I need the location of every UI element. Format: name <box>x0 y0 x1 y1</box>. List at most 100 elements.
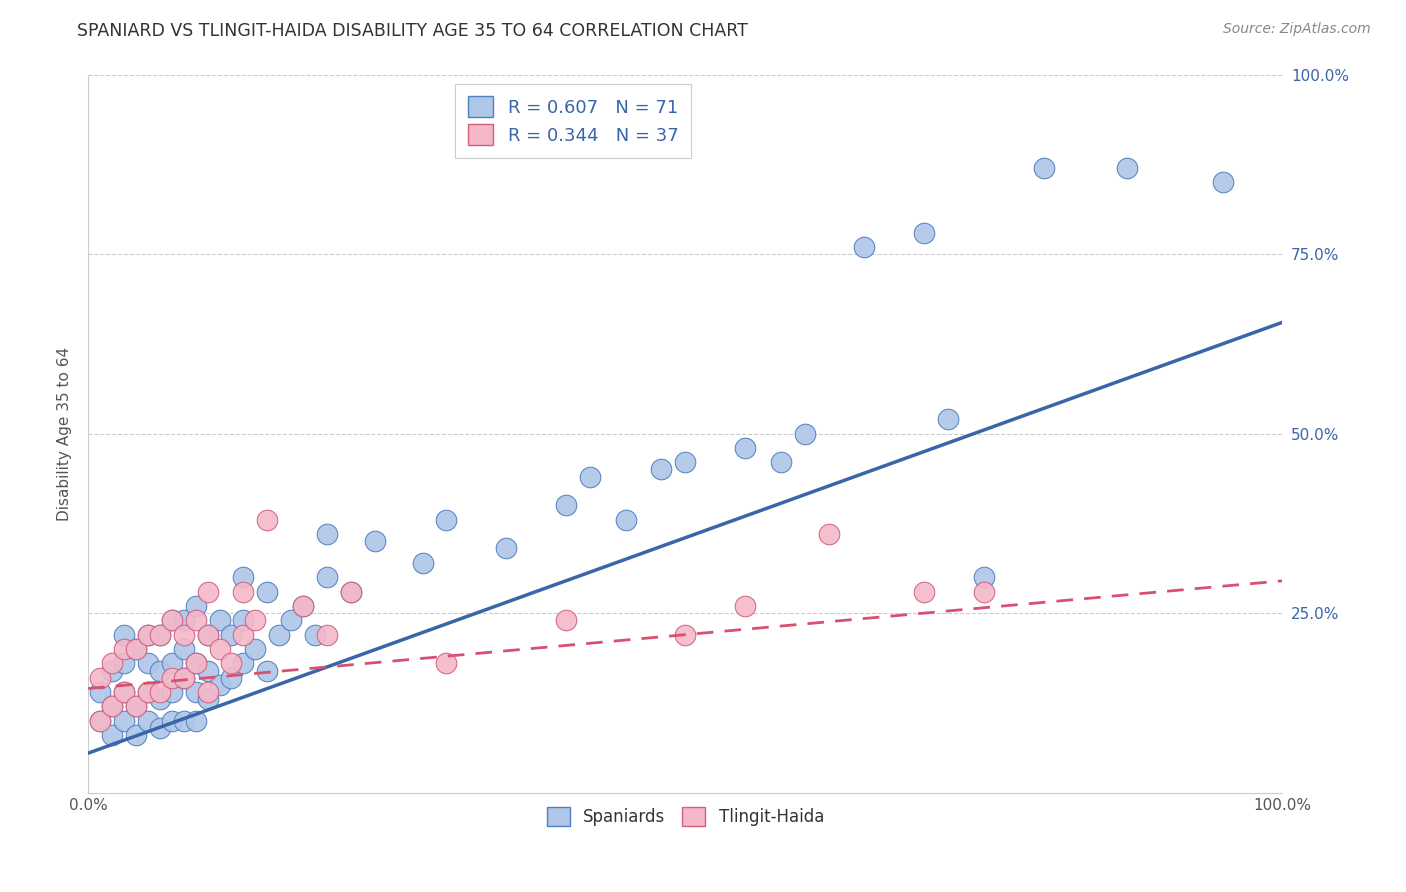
Point <box>184 613 207 627</box>
Point <box>136 685 159 699</box>
Point <box>136 657 159 671</box>
Point <box>554 613 576 627</box>
Point <box>149 692 172 706</box>
Point <box>292 599 315 613</box>
Point <box>208 678 231 692</box>
Point <box>614 513 637 527</box>
Point <box>125 728 148 742</box>
Point <box>364 534 387 549</box>
Point <box>936 412 959 426</box>
Point <box>340 584 363 599</box>
Point <box>316 527 339 541</box>
Point <box>197 584 219 599</box>
Point <box>89 714 111 728</box>
Point <box>125 642 148 657</box>
Point <box>89 685 111 699</box>
Point <box>1116 161 1139 175</box>
Point <box>232 628 254 642</box>
Point <box>245 613 267 627</box>
Point <box>101 657 124 671</box>
Point <box>136 685 159 699</box>
Point <box>269 628 291 642</box>
Point <box>316 628 339 642</box>
Point <box>184 657 207 671</box>
Point <box>173 714 195 728</box>
Point <box>304 628 326 642</box>
Point <box>221 657 243 671</box>
Point <box>160 671 183 685</box>
Point <box>101 728 124 742</box>
Point <box>149 628 172 642</box>
Point <box>173 671 195 685</box>
Point <box>650 462 672 476</box>
Point <box>184 714 207 728</box>
Text: Source: ZipAtlas.com: Source: ZipAtlas.com <box>1223 22 1371 37</box>
Point <box>734 441 756 455</box>
Point <box>197 628 219 642</box>
Point <box>184 657 207 671</box>
Point <box>221 628 243 642</box>
Point <box>149 685 172 699</box>
Point <box>125 699 148 714</box>
Point <box>89 671 111 685</box>
Point <box>112 685 135 699</box>
Point <box>734 599 756 613</box>
Point <box>112 714 135 728</box>
Point <box>1212 175 1234 189</box>
Point <box>769 455 792 469</box>
Point <box>793 426 815 441</box>
Point <box>973 570 995 584</box>
Point <box>160 613 183 627</box>
Point <box>149 664 172 678</box>
Point <box>256 513 278 527</box>
Point <box>136 714 159 728</box>
Point <box>340 584 363 599</box>
Point <box>232 570 254 584</box>
Point <box>578 469 600 483</box>
Point <box>495 541 517 556</box>
Point <box>436 657 458 671</box>
Point <box>554 499 576 513</box>
Point <box>208 642 231 657</box>
Point <box>125 699 148 714</box>
Legend: Spaniards, Tlingit-Haida: Spaniards, Tlingit-Haida <box>538 798 832 835</box>
Point <box>173 613 195 627</box>
Point <box>136 628 159 642</box>
Point <box>912 584 935 599</box>
Point <box>125 642 148 657</box>
Point <box>197 685 219 699</box>
Point <box>101 664 124 678</box>
Text: SPANIARD VS TLINGIT-HAIDA DISABILITY AGE 35 TO 64 CORRELATION CHART: SPANIARD VS TLINGIT-HAIDA DISABILITY AGE… <box>77 22 748 40</box>
Point <box>673 628 696 642</box>
Point <box>149 628 172 642</box>
Point <box>912 226 935 240</box>
Point <box>292 599 315 613</box>
Point <box>112 642 135 657</box>
Point <box>673 455 696 469</box>
Point <box>208 613 231 627</box>
Point <box>232 657 254 671</box>
Point <box>173 671 195 685</box>
Point <box>112 628 135 642</box>
Point <box>197 628 219 642</box>
Point <box>173 642 195 657</box>
Point <box>89 714 111 728</box>
Point <box>221 671 243 685</box>
Point <box>160 685 183 699</box>
Point <box>184 685 207 699</box>
Point <box>1032 161 1054 175</box>
Point <box>232 584 254 599</box>
Point <box>973 584 995 599</box>
Point <box>101 699 124 714</box>
Point <box>436 513 458 527</box>
Point <box>316 570 339 584</box>
Point <box>280 613 302 627</box>
Point <box>853 240 876 254</box>
Point <box>256 664 278 678</box>
Point <box>173 628 195 642</box>
Point <box>136 628 159 642</box>
Point <box>160 613 183 627</box>
Point <box>112 685 135 699</box>
Point <box>101 699 124 714</box>
Y-axis label: Disability Age 35 to 64: Disability Age 35 to 64 <box>58 346 72 521</box>
